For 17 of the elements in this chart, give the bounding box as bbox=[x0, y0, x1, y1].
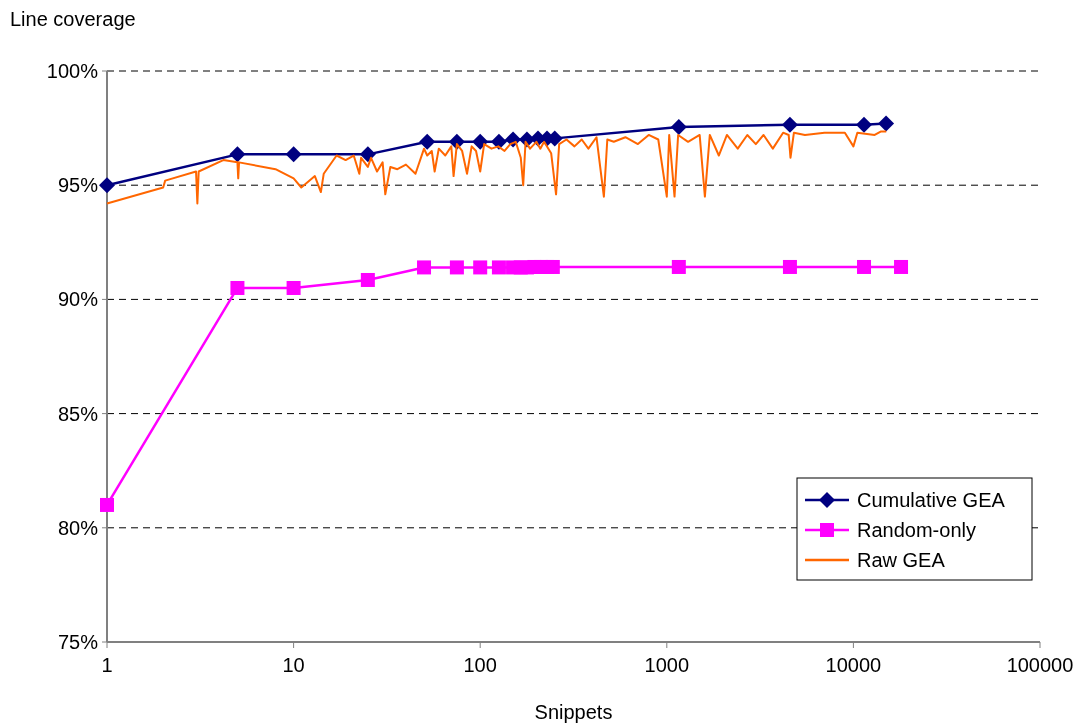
x-tick-label: 10 bbox=[282, 654, 305, 676]
legend-label: Random-only bbox=[857, 519, 976, 541]
y-axis-title: Line coverage bbox=[10, 8, 136, 30]
y-tick-label: 95% bbox=[57, 174, 99, 197]
x-tick-label: 10000 bbox=[825, 654, 882, 676]
y-tick-label: 90% bbox=[57, 288, 99, 311]
x-tick-label: 1000 bbox=[644, 654, 690, 676]
x-tick-label: 100 bbox=[463, 654, 497, 676]
x-tick-label: 100000 bbox=[1006, 654, 1074, 676]
y-tick-label: 100% bbox=[46, 60, 99, 82]
legend-label: Raw GEA bbox=[857, 549, 946, 571]
y-tick-label: 85% bbox=[57, 402, 99, 425]
y-tick-label: 75% bbox=[57, 631, 99, 653]
legend-label: Cumulative GEA bbox=[857, 489, 1006, 511]
x-axis-title: Snippets bbox=[534, 701, 613, 723]
y-tick-label: 80% bbox=[57, 516, 99, 539]
x-tick-label: 1 bbox=[101, 654, 113, 676]
